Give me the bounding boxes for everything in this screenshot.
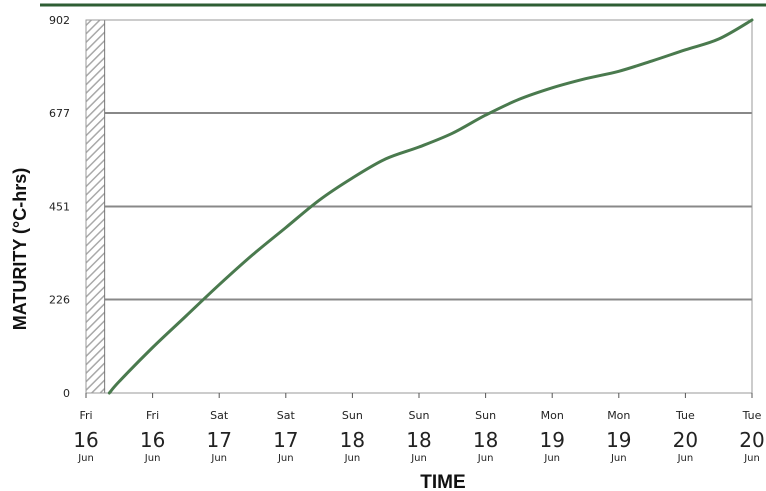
x-tick-day: Tue [675,409,695,422]
x-tick-date: 20 [673,428,698,452]
x-tick-day: Fri [146,409,159,422]
y-axis-ticks: 0 226 451 677 902 [49,14,70,400]
y-tick-label: 677 [49,107,70,120]
x-tick-month: Jun [610,453,627,464]
x-tick-month: Jun [344,453,361,464]
x-tick-day: Mon [607,409,630,422]
x-tick-day: Sun [409,409,430,422]
grid-lines [86,112,752,301]
x-axis-title: TIME [420,472,465,491]
x-tick-date: 18 [473,428,498,452]
x-tick-day: Sat [210,409,229,422]
hatched-region [85,19,106,394]
x-tick-date: 20 [739,428,764,452]
x-axis-ticks: Fri16JunFri16JunSat17JunSat17JunSun18Jun… [73,393,765,464]
y-tick-label: 451 [49,201,70,214]
x-tick-date: 17 [206,428,231,452]
x-tick-month: Jun [77,453,94,464]
x-tick-day: Sat [277,409,296,422]
x-tick-month: Jun [677,453,694,464]
x-tick-date: 18 [406,428,431,452]
x-tick-day: Sun [342,409,363,422]
y-tick-label: 902 [49,14,70,27]
x-tick-day: Sun [475,409,496,422]
y-tick-label: 0 [63,387,70,400]
x-tick-month: Jun [477,453,494,464]
x-tick-date: 16 [140,428,165,452]
x-tick-month: Jun [410,453,427,464]
x-tick-date: 16 [73,428,98,452]
x-tick-date: 19 [539,428,564,452]
x-tick-month: Jun [144,453,161,464]
x-tick-date: 18 [340,428,365,452]
x-tick-month: Jun [543,453,560,464]
x-tick-date: 19 [606,428,631,452]
x-tick-month: Jun [210,453,227,464]
x-tick-month: Jun [277,453,294,464]
x-tick-day: Tue [742,409,762,422]
x-tick-day: Mon [541,409,564,422]
x-tick-day: Fri [79,409,92,422]
series-line [107,18,754,395]
y-tick-label: 226 [49,294,70,307]
x-tick-month: Jun [743,453,760,464]
x-tick-date: 17 [273,428,298,452]
y-axis-title: MATURITY (°C-hrs) [10,168,30,331]
